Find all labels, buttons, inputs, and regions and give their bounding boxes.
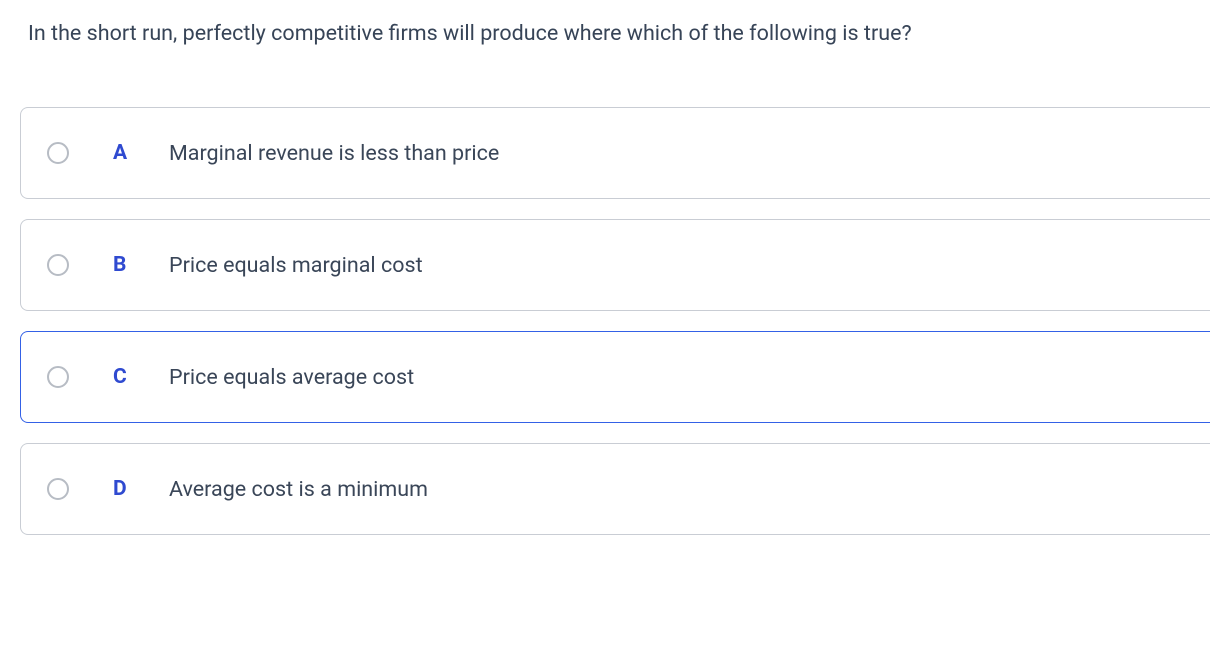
question-text: In the short run, perfectly competitive … [28, 18, 1210, 49]
option-a[interactable]: A Marginal revenue is less than price [20, 107, 1210, 199]
option-letter: B [113, 253, 137, 277]
radio-icon[interactable] [47, 142, 69, 164]
question-container: In the short run, perfectly competitive … [0, 0, 1210, 535]
options-list: A Marginal revenue is less than price B … [28, 107, 1210, 535]
option-text: Marginal revenue is less than price [169, 141, 499, 166]
option-letter: C [113, 365, 137, 389]
radio-icon[interactable] [47, 254, 69, 276]
radio-icon[interactable] [47, 478, 69, 500]
option-c[interactable]: C Price equals average cost [20, 331, 1210, 423]
option-d[interactable]: D Average cost is a minimum [20, 443, 1210, 535]
radio-icon[interactable] [47, 366, 69, 388]
option-b[interactable]: B Price equals marginal cost [20, 219, 1210, 311]
option-text: Average cost is a minimum [169, 477, 428, 502]
option-letter: D [113, 477, 137, 501]
option-text: Price equals average cost [169, 365, 414, 390]
option-text: Price equals marginal cost [169, 253, 423, 278]
option-letter: A [113, 141, 137, 165]
